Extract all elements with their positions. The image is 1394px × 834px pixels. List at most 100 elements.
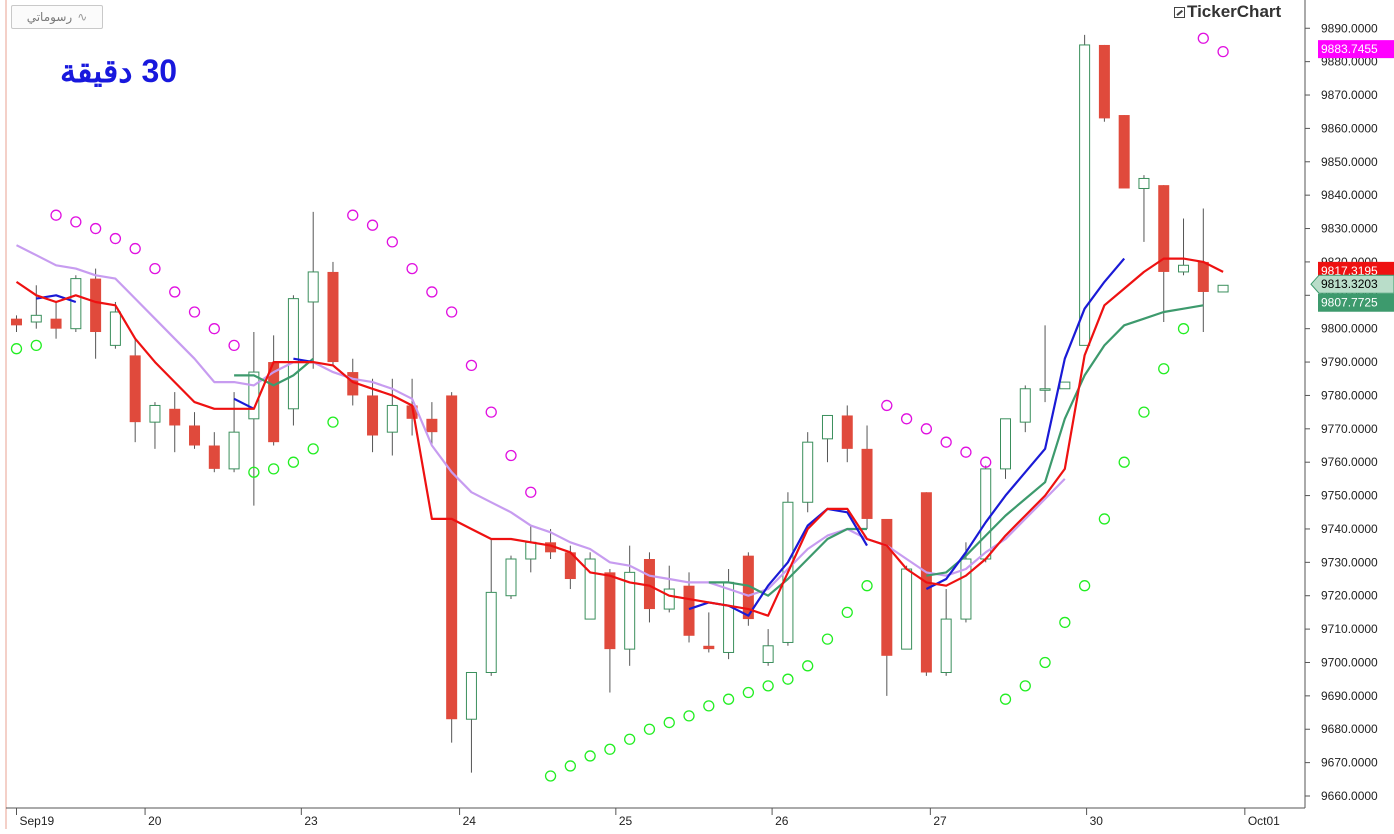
candle-body — [287, 298, 299, 410]
sar-dot-above — [228, 339, 240, 352]
sar-dot-above — [129, 242, 141, 255]
sar-dot-above — [1197, 32, 1209, 44]
sar-dot-below — [663, 716, 675, 729]
sar-dot-below — [782, 673, 794, 685]
candle-body — [109, 311, 121, 346]
y-tick-label: 9800.0000 — [1321, 322, 1378, 336]
candle-body — [1217, 284, 1229, 293]
sar-dot-above — [109, 232, 122, 245]
price-tag-label: 9817.3195 — [1321, 264, 1378, 278]
sar-dot-below — [703, 700, 715, 712]
candle-body — [347, 372, 359, 396]
sar-dot-below — [841, 606, 853, 619]
candle-body — [1098, 44, 1110, 119]
candle-body — [1118, 115, 1130, 189]
sar-dot-above — [89, 222, 102, 235]
candle-body — [11, 318, 22, 326]
candle-body — [406, 405, 418, 419]
sar-dot-below — [287, 456, 300, 468]
ticker-logo-icon — [1174, 6, 1185, 18]
sar-dot-above — [149, 262, 161, 275]
candle-body — [70, 278, 82, 330]
candle-body — [129, 355, 141, 423]
sar-dot-below — [802, 660, 814, 672]
sar-dot-below — [999, 693, 1012, 705]
sar-dot-above — [960, 446, 972, 458]
sar-dot-above — [920, 423, 933, 435]
sar-dot-below — [1059, 616, 1071, 629]
sar-dot-above — [446, 306, 458, 318]
candle-body — [525, 541, 537, 560]
y-tick-label: 9860.0000 — [1321, 121, 1378, 135]
candle-body — [1158, 185, 1170, 272]
sar-dot-below — [10, 343, 23, 355]
candle-body — [643, 559, 655, 610]
candle-body — [980, 468, 992, 560]
price-tag — [1318, 40, 1394, 59]
x-tick-label: 23 — [304, 814, 318, 828]
candle-body — [465, 671, 477, 720]
candle-body — [1059, 381, 1071, 390]
candle-body — [426, 418, 438, 433]
y-tick-label: 9740.0000 — [1321, 522, 1378, 536]
price-tag-label: 9883.7455 — [1321, 42, 1378, 56]
sar-dot-below — [30, 339, 42, 352]
sar-dot-below — [742, 686, 755, 699]
x-tick-label: 25 — [619, 814, 633, 828]
y-tick-label: 9750.0000 — [1321, 489, 1378, 503]
sar-dot-below — [1078, 580, 1091, 592]
sar-dot-above — [1217, 45, 1229, 58]
sar-dot-below — [1039, 656, 1051, 669]
my-drawings-button[interactable]: رسوماتي ∿ — [11, 5, 103, 29]
candle-body — [841, 415, 853, 449]
sar-dot-below — [762, 680, 774, 692]
candle-body — [861, 448, 873, 519]
candle-body — [663, 588, 675, 610]
sar-dot-above — [485, 406, 497, 418]
sar-dot-above — [525, 486, 537, 498]
ema-mid-blue-line — [233, 397, 255, 410]
candle-body — [149, 404, 161, 423]
candle-body — [584, 558, 596, 620]
y-tick-label: 9680.0000 — [1321, 722, 1378, 736]
candle-body — [327, 271, 339, 363]
candle-body — [268, 362, 280, 443]
sar-dot-above — [169, 286, 181, 298]
candle-body — [307, 271, 319, 303]
sar-dot-below — [584, 750, 596, 762]
sar-dot-above — [900, 413, 913, 425]
trendline-icon: ∿ — [77, 10, 88, 24]
candle-body — [248, 371, 260, 420]
candle-body — [386, 404, 398, 433]
sar-dot-above — [940, 436, 952, 448]
y-tick-label: 9760.0000 — [1321, 455, 1378, 469]
sar-dot-above — [208, 323, 220, 335]
ema-fast-line — [15, 257, 1224, 617]
x-tick-label: 24 — [463, 814, 477, 828]
candle-body — [208, 445, 220, 469]
y-tick-label: 9790.0000 — [1321, 355, 1378, 369]
candle-body — [485, 591, 497, 673]
ema-mid-blue-line — [925, 257, 1126, 590]
candle-body — [505, 558, 517, 597]
candle-body — [90, 278, 102, 333]
y-tick-label: 9840.0000 — [1321, 188, 1378, 202]
sar-dot-above — [188, 306, 201, 318]
sar-dot-above — [386, 236, 398, 248]
candle-body — [1079, 44, 1091, 346]
sar-dot-below — [604, 743, 616, 755]
sar-dot-above — [366, 219, 379, 231]
candle-body — [189, 425, 201, 446]
sar-dot-below — [722, 693, 735, 705]
ema-mid-blue-line — [688, 507, 868, 617]
sar-dot-above — [505, 449, 517, 462]
x-tick-label: 30 — [1090, 814, 1104, 828]
sar-dot-below — [544, 770, 557, 782]
sar-dot-above — [465, 359, 478, 372]
candle-body — [1197, 261, 1209, 292]
candle-body — [821, 414, 833, 440]
sar-dot-below — [1019, 680, 1031, 692]
candle-body — [940, 618, 952, 673]
